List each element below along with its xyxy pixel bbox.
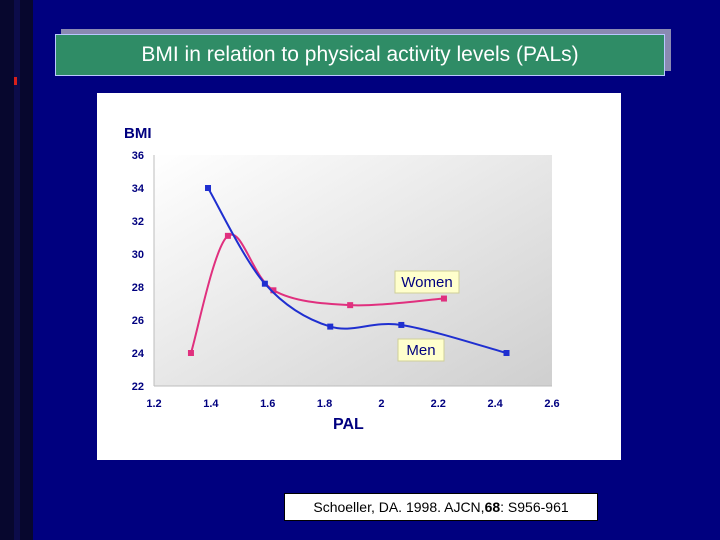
women-series-label: Women [401,274,452,291]
men-data-point [327,323,334,330]
men-series-label: Men [406,342,435,359]
slide-title: BMI in relation to physical activity lev… [55,34,665,76]
bmi-pal-chart: BMI PAL 36 34 32 30 28 26 24 22 1.2 1.4 1.6 1.8 2 2.… [124,125,560,433]
women-data-point [270,287,277,294]
citation-prefix: Schoeller, DA. 1998. AJCN, [313,499,485,515]
plot-area [154,155,552,386]
y-tick-label: 36 [132,150,144,162]
x-tick-label: 2.6 [544,398,559,410]
y-tick-label: 22 [132,381,144,393]
y-tick-label: 26 [132,315,144,327]
women-data-point [440,295,447,302]
citation-volume: 68 [484,499,501,515]
left-accent-bar [0,0,33,540]
citation-box: Schoeller, DA. 1998. AJCN, 68: S956-961 [284,493,598,521]
x-tick-label: 2.2 [431,398,446,410]
y-tick-label: 24 [132,348,145,360]
y-tick-label: 28 [132,282,144,294]
men-data-point [261,280,268,287]
y-axis-title: BMI [124,125,152,142]
x-tick-label: 1.6 [260,398,275,410]
y-tick-label: 30 [132,249,144,261]
x-tick-label: 1.8 [317,398,332,410]
women-label-box [394,270,460,294]
y-tick-label: 32 [132,216,144,228]
x-tick-label: 2 [378,398,384,410]
chart-panel: BMI PAL 36 34 32 30 28 26 24 22 1.2 1.4 1.6 1.8 2 2.… [97,93,621,460]
women-data-point [347,302,354,309]
women-data-point [187,350,194,356]
y-tick-label: 34 [132,183,145,195]
men-label-box [397,338,445,362]
men-data-point [503,350,510,356]
x-tick-label: 2.4 [487,398,503,410]
x-tick-label: 1.2 [146,398,161,410]
x-axis-title: PAL [333,416,364,433]
women-data-point [224,232,231,239]
left-accent-dot [14,77,17,85]
x-tick-label: 1.4 [203,398,219,410]
men-data-point [398,321,405,328]
citation-suffix: : S956-961 [500,499,569,515]
men-data-point [205,185,212,191]
left-accent-stripe [14,0,20,540]
